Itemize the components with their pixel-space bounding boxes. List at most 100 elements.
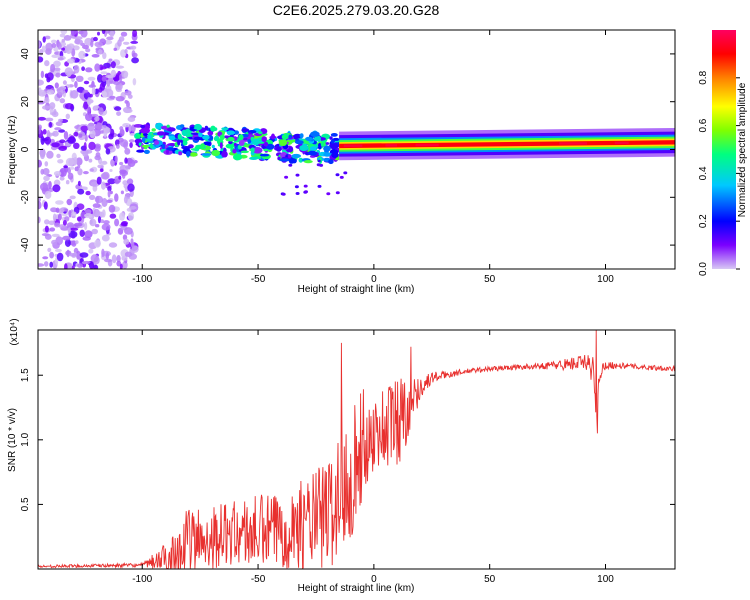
spectrogram-cell: [59, 167, 67, 177]
spectrogram-cell: [249, 156, 259, 160]
spectrogram-cell: [101, 30, 106, 35]
spectrogram-cell: [108, 133, 114, 140]
spectrogram-cell: [84, 149, 93, 154]
spectrogram-cell: [325, 142, 330, 145]
spectrogram-ylabel: Frequency (Hz): [7, 116, 18, 185]
spectrogram-x-tick-label: -100: [132, 274, 152, 285]
spectrogram-cell: [80, 125, 89, 132]
spectrogram-cell: [61, 38, 66, 43]
spectrogram-cell: [276, 146, 282, 152]
spectrogram-cell: [51, 43, 57, 48]
spectrogram-cell: [281, 134, 289, 140]
spectrogram-cell: [127, 116, 136, 122]
spectrogram-cell: [49, 102, 56, 110]
spectrogram-marks: [38, 30, 675, 269]
spectrogram-xlabel: Height of straight line (km): [298, 284, 415, 295]
snr-xlabel: Height of straight line (km): [298, 583, 415, 594]
spectrogram-cell: [38, 126, 42, 135]
spectrogram-cell: [70, 30, 78, 36]
snr-y-tick-label: 0.5: [20, 497, 31, 511]
spectrogram-cell: [278, 139, 288, 146]
colorbar-tick-label: 0.6: [698, 118, 709, 132]
spectrogram-cell: [43, 175, 50, 182]
spectrogram-cell: [55, 72, 61, 78]
spectrogram-cell: [219, 134, 225, 141]
spectrogram-cell: [107, 190, 111, 198]
spectrogram-cell: [219, 142, 223, 149]
spectrogram-cell: [161, 143, 166, 149]
spectrogram-cell: [317, 143, 322, 150]
spectrogram-cell: [114, 155, 118, 163]
spectrogram-cell: [101, 91, 107, 98]
spectrogram-cell: [60, 30, 68, 35]
spectrogram-cell: [44, 161, 49, 167]
spectrogram-cell: [74, 166, 79, 172]
spectrogram-cell: [50, 207, 57, 212]
spectrogram-cell: [132, 78, 137, 86]
spectrogram-cell: [226, 130, 235, 136]
spectrogram-cell: [55, 207, 60, 213]
spectrogram-cell: [96, 176, 102, 185]
spectrogram-cell: [100, 219, 104, 224]
spectrogram-cell: [54, 248, 62, 253]
spectrogram-cell: [83, 101, 89, 110]
spectrogram-cell: [243, 137, 248, 141]
spectrogram-cell: [261, 136, 267, 143]
spectrogram-cell: [320, 142, 325, 147]
spectrogram-cell: [73, 222, 83, 227]
spectrogram-cell: [101, 171, 110, 180]
spectrogram-cell: [53, 108, 57, 116]
spectrogram-cell: [54, 67, 61, 72]
spectrogram-cell: [126, 100, 130, 109]
spectrogram-cell: [75, 240, 79, 245]
spectrogram-cell: [42, 36, 46, 43]
spectrogram-cell: [43, 201, 48, 210]
spectrogram-cell: [228, 140, 233, 145]
spectrogram-cell: [97, 164, 104, 169]
spectrogram-cell: [87, 122, 95, 132]
spectrogram-cell: [119, 212, 125, 221]
spectrogram-cell: [105, 199, 113, 203]
spectrogram-cell: [240, 150, 249, 154]
spectrogram-cell: [115, 65, 125, 69]
spectrogram-cell: [49, 227, 56, 232]
spectrogram-cell: [54, 222, 61, 228]
spectrogram-cell: [42, 105, 51, 110]
spectrogram-cell: [339, 175, 344, 179]
spectrogram-cell: [91, 81, 95, 88]
spectrogram-cell: [108, 242, 118, 248]
spectrogram-cell: [89, 218, 97, 227]
spectrogram-cell: [111, 254, 117, 264]
spectrogram-cell: [149, 142, 153, 149]
spectrogram-cell: [124, 251, 133, 257]
spectrogram-cell: [80, 30, 88, 38]
spectrogram-cell: [263, 141, 269, 147]
spectrogram-cell: [45, 117, 54, 122]
spectrogram-cell: [66, 249, 70, 258]
spectrogram-cell: [38, 56, 44, 63]
spectrogram-cell: [48, 181, 52, 189]
spectrogram-cell: [116, 255, 121, 263]
spectrogram-y-tick-label: 20: [20, 96, 31, 108]
spectrogram-cell: [125, 165, 131, 169]
spectrogram-cell: [84, 222, 88, 231]
spectrogram-cell: [128, 124, 132, 133]
spectrogram-cell: [84, 230, 93, 239]
spectrogram-cell: [117, 39, 122, 47]
spectrogram-cell: [295, 173, 300, 177]
colorbar-tick-label: 0.2: [698, 214, 709, 228]
spectrogram-cell: [136, 149, 145, 153]
spectrogram-cell: [110, 69, 117, 78]
spectrogram-cell: [291, 153, 302, 159]
colorbar: 0.0 0.2 0.4 0.6 0.8 Normalized spectral ampl…: [698, 30, 748, 276]
spectrogram-cell: [104, 258, 113, 263]
spectrogram-cell: [43, 184, 48, 189]
colorbar-tick-label: 0.0: [698, 262, 709, 276]
spectrogram-cell: [126, 178, 134, 185]
spectrogram-cell: [211, 144, 215, 149]
spectrogram-cell: [316, 163, 321, 167]
spectrogram-cell: [119, 128, 125, 137]
spectrogram-cell: [49, 121, 52, 128]
spectrogram-y-ticks: -40 -20 0 20 40: [20, 48, 675, 252]
spectrogram-cell: [167, 143, 177, 147]
